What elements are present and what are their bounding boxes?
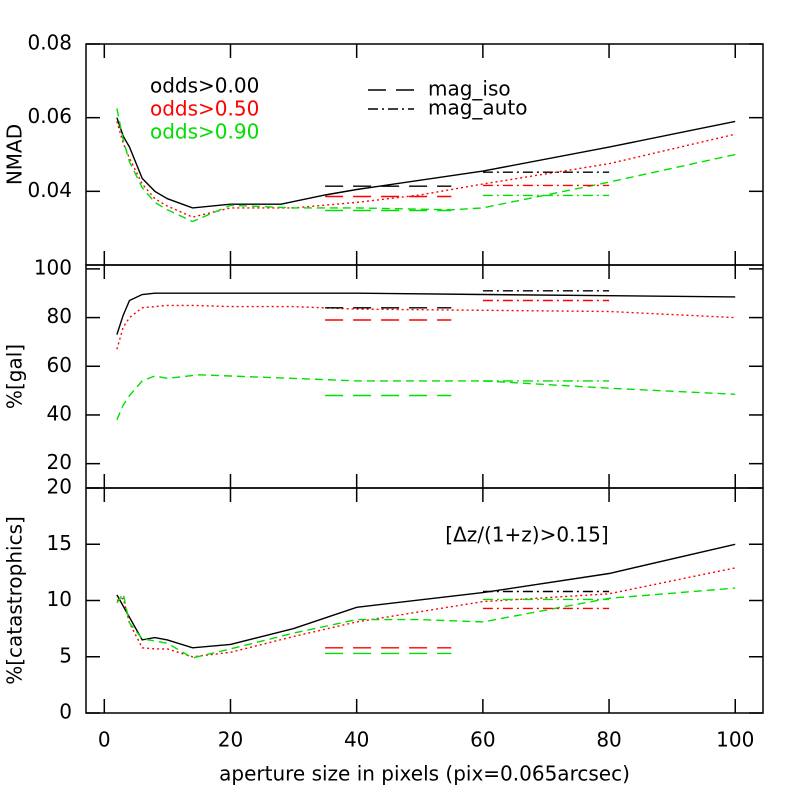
series-line [116,543,736,649]
series-line [116,374,736,421]
y-tick-label: 100 [34,255,72,279]
y-axis-label: %[catastrophics] [3,516,27,685]
series-line [116,567,736,658]
series-line [116,108,736,223]
y-tick-label: 0.06 [27,104,72,128]
series-line [116,121,736,218]
y-tick-label: 0 [59,700,72,724]
y-tick-label: 10 [47,587,72,611]
legend-label: mag_auto [428,96,527,120]
annotation: [Δz/(1+z)>0.15] [445,523,608,547]
legend-label: odds>0.50 [150,97,259,121]
series-line [116,117,736,209]
series-line [116,587,736,659]
y-tick-label: 0.08 [27,31,72,55]
y-axis-label: NMAD [3,124,27,185]
y-tick-label: 20 [47,475,72,499]
y-tick-label: 40 [47,401,72,425]
series-line [116,292,736,335]
x-tick-label: 60 [470,728,495,752]
x-tick-label: 40 [344,728,369,752]
x-tick-label: 80 [596,728,621,752]
y-tick-label: 5 [59,643,72,667]
legend-label: odds>0.90 [150,120,259,144]
x-axis-label: aperture size in pixels (pix=0.065arcsec… [219,762,630,786]
x-tick-label: 0 [98,728,111,752]
y-tick-label: 0.04 [27,178,72,202]
y-tick-label: 15 [47,531,72,555]
y-tick-label: 80 [47,304,72,328]
legend-label: odds>0.00 [150,74,259,98]
x-tick-label: 20 [218,728,243,752]
y-tick-label: 20 [47,450,72,474]
y-tick-label: 60 [47,353,72,377]
y-axis-label: %[gal] [3,344,27,409]
legend-label: mag_iso [428,77,511,101]
x-tick-label: 100 [716,728,754,752]
